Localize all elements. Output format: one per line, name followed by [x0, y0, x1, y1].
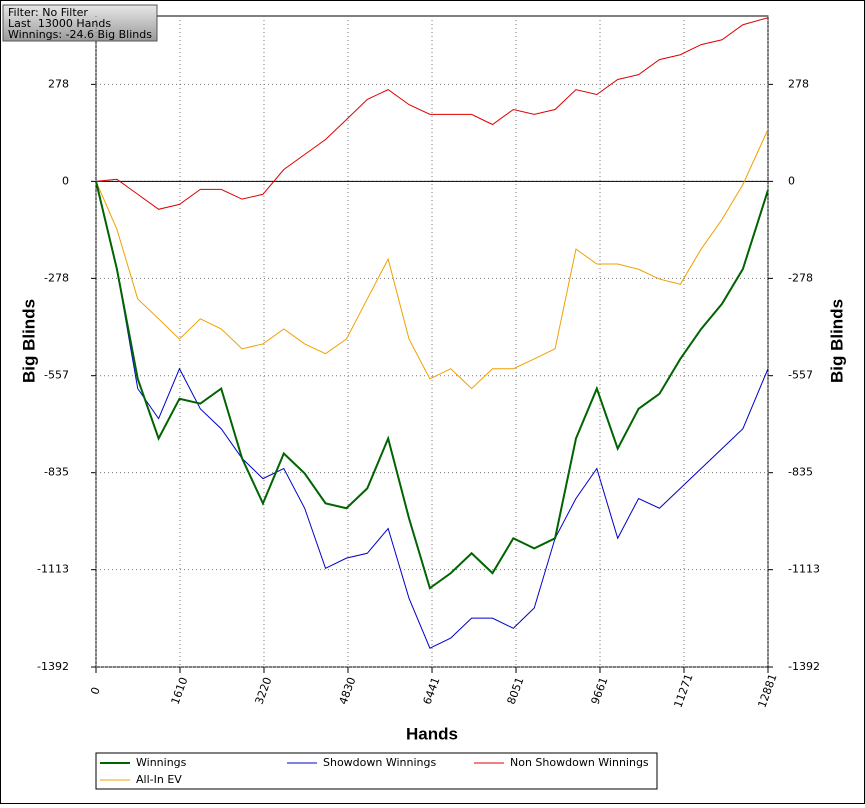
y-tick-label: -1392	[37, 660, 69, 673]
info-line: Winnings: -24.6 Big Blinds	[8, 28, 152, 41]
x-axis-title: Hands	[406, 724, 458, 743]
series-line	[95, 129, 769, 390]
legend-label: Showdown Winnings	[323, 756, 437, 769]
series-line	[95, 181, 769, 649]
info-line: Filter: No Filter	[8, 6, 88, 19]
y-tick-label-right: -1113	[788, 563, 820, 576]
legend-label: Winnings	[136, 756, 187, 769]
y-tick-label-right: -1392	[788, 660, 820, 673]
y-tick-label: -278	[44, 271, 69, 284]
info-line: Last 13000 Hands	[8, 17, 111, 30]
y-tick-label-right: 278	[788, 77, 809, 90]
y-tick-label: -1113	[37, 563, 69, 576]
x-tick-label: 0	[88, 685, 103, 696]
series-line	[95, 181, 769, 590]
info-box	[2, 4, 158, 42]
legend-label: Non Showdown Winnings	[510, 756, 649, 769]
y-axis-title-right: Big Blinds	[827, 299, 846, 383]
y-tick-label-right: -557	[788, 369, 813, 382]
y-tick-label-right: -835	[788, 466, 813, 479]
y-tick-label: 0	[62, 174, 69, 187]
legend	[95, 752, 658, 790]
y-tick-label-right: -278	[788, 271, 813, 284]
y-tick-label: -835	[44, 466, 69, 479]
y-axis-title: Big Blinds	[19, 299, 38, 383]
y-tick-label-right: 0	[788, 174, 795, 187]
legend-label: All-In EV	[136, 773, 182, 786]
series-line	[95, 17, 769, 210]
y-tick-label: 278	[48, 77, 69, 90]
y-tick-label: -557	[44, 369, 69, 382]
